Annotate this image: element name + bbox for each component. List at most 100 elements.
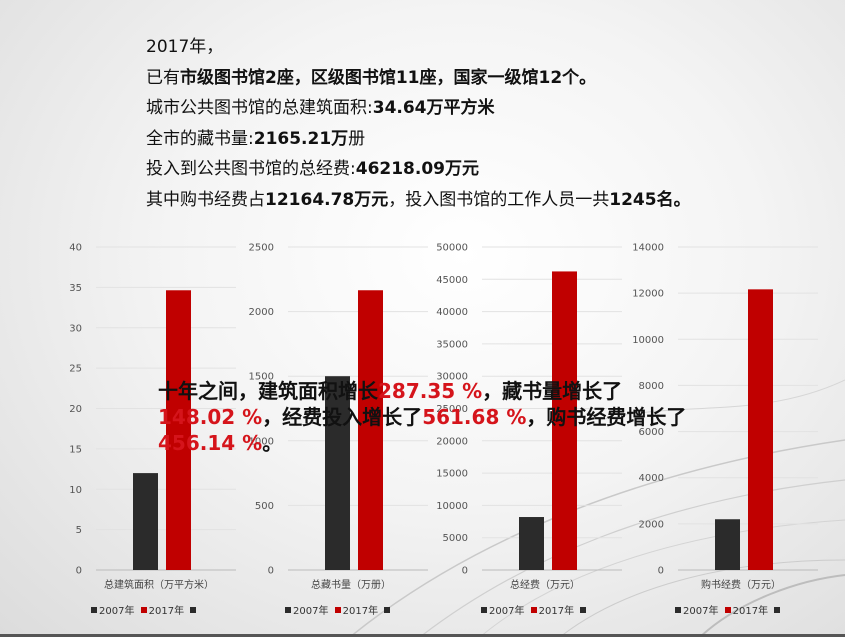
intro-text: 2017年， 已有市级图书馆2座，区级图书馆11座，国家一级馆12个。 城市公共… <box>146 32 691 215</box>
y-tick-label: 10 <box>69 485 82 496</box>
y-tick-label: 8000 <box>639 381 664 392</box>
y-tick-label: 20 <box>69 404 82 415</box>
growth-text: ，购书经费增长了 <box>526 405 687 429</box>
legend-swatch-2017 <box>140 607 147 613</box>
y-tick-label: 1000 <box>249 436 274 447</box>
bar-2007年 <box>133 473 158 570</box>
y-tick-label: 40 <box>69 243 82 254</box>
y-tick-label: 0 <box>462 566 468 577</box>
y-tick-label: 0 <box>268 566 274 577</box>
legend-swatch-2017 <box>530 607 537 613</box>
legend-swatch-end <box>580 607 587 613</box>
intro-line-3: 城市公共图书馆的总建筑面积:34.64万平方米 <box>146 93 691 124</box>
chart-book-collection-legend: 2007年 2017年 <box>282 602 392 617</box>
y-tick-label: 15000 <box>436 469 468 480</box>
y-tick-label: 0 <box>76 566 82 577</box>
y-tick-label: 2000 <box>249 307 274 318</box>
intro-line-6-bold2: 1245名。 <box>609 189 691 210</box>
growth-summary-line-3: 456.14 %。 <box>158 430 698 456</box>
legend-swatch-2007 <box>91 607 97 613</box>
legend-label-2017: 2017年 <box>732 606 769 617</box>
chart-building-area-plot: 0 5 10 15 20 25 30 35 40 总建筑面积（万平方米） <box>69 243 236 591</box>
legend-label-2017: 2017年 <box>148 606 185 617</box>
intro-line-4: 全市的藏书量:2165.21万册 <box>146 124 691 155</box>
growth-summary: 十年之间，建筑面积增长287.35 %，藏书量增长了 148.02 %，经费投入… <box>158 378 698 456</box>
intro-line-6-bold1: 12164.78万元 <box>265 189 389 210</box>
y-tick-label: 4000 <box>639 473 664 484</box>
chart-book-collection: 0 500 1000 1500 2000 2500 总藏书量（万册） 2007年 2017年 <box>249 236 450 626</box>
y-tick-label: 10000 <box>632 335 664 346</box>
bar-2007年 <box>519 517 544 570</box>
intro-line-3-prefix: 城市公共图书馆的总建筑面积: <box>146 98 373 118</box>
y-tick-label: 30 <box>69 323 82 334</box>
y-tick-label: 30000 <box>436 372 468 383</box>
chart-book-purchase-funding: 0 2000 4000 6000 8000 10000 12000 14000 购书经费（万元）… <box>632 236 840 626</box>
chart-book-purchase-funding-plot: 0 2000 4000 6000 8000 10000 12000 14000 购书经费（万元） <box>632 243 818 591</box>
intro-line-4-prefix: 全市的藏书量: <box>146 128 254 149</box>
y-tick-label: 2500 <box>249 243 274 254</box>
intro-line-5: 投入到公共图书馆的总经费:46218.09万元 <box>146 154 691 185</box>
chart-book-purchase-funding-legend: 2007年 2017年 <box>672 602 782 617</box>
growth-summary-line-2: 148.02 %，经费投入增长了561.68 %，购书经费增长了 <box>158 404 698 430</box>
chart-building-area-legend: 2007年 2017年 <box>88 602 198 617</box>
y-tick-label: 45000 <box>436 275 468 286</box>
intro-line-4-bold: 2165.21万 <box>253 128 349 149</box>
y-tick-label: 2000 <box>639 519 664 530</box>
intro-line-6: 其中购书经费占12164.78万元，投入图书馆的工作人员一共1245名。 <box>146 185 691 216</box>
y-tick-label: 40000 <box>436 307 468 318</box>
intro-line-2-bold: 市级图书馆2座，区级图书馆11座，国家一级馆12个。 <box>180 67 597 88</box>
intro-line-5-prefix: 投入到公共图书馆的总经费: <box>146 159 356 179</box>
legend-swatch-2017 <box>724 607 731 613</box>
y-tick-label: 25000 <box>436 404 468 415</box>
growth-text: 。 <box>262 431 283 455</box>
x-category-label: 总建筑面积（万平方米） <box>104 578 214 591</box>
y-tick-label: 25 <box>69 364 82 375</box>
intro-line-6-prefix: 其中购书经费占 <box>146 189 265 210</box>
legend-label-2007: 2007年 <box>99 606 135 617</box>
intro-line-2: 已有市级图书馆2座，区级图书馆11座，国家一级馆12个。 <box>146 63 691 94</box>
y-tick-label: 12000 <box>632 289 664 300</box>
chart-total-funding-plot: 0 5000 10000 15000 20000 25000 30000 35000 40000… <box>436 243 622 591</box>
y-tick-label: 500 <box>255 501 274 512</box>
growth-text: ，藏书量增长了 <box>482 379 623 403</box>
chart-building-area: 0 5 10 15 20 25 30 35 40 总建筑面积（万平方米） 2007年 2017年 <box>58 236 258 626</box>
growth-value-books: 148.02 % <box>158 405 263 429</box>
legend-label-2017: 2017年 <box>538 606 575 617</box>
growth-value-area: 287.35 % <box>378 379 483 403</box>
y-tick-label: 20000 <box>436 436 468 447</box>
intro-line-6-middle: ，投入图书馆的工作人员一共 <box>388 189 610 210</box>
intro-line-5-bold: 46218.09万元 <box>355 159 479 179</box>
x-category-label: 总藏书量（万册） <box>311 578 391 591</box>
growth-summary-line-1: 十年之间，建筑面积增长287.35 %，藏书量增长了 <box>158 378 698 404</box>
bar-2017年 <box>166 290 191 570</box>
legend-swatch-2007 <box>675 607 681 613</box>
y-tick-label: 1500 <box>249 372 274 383</box>
intro-line-3-bold: 34.64万平方米 <box>372 98 495 118</box>
y-tick-label: 0 <box>658 566 664 577</box>
legend-label-2007: 2007年 <box>489 606 525 617</box>
growth-value-funding: 561.68 % <box>422 405 527 429</box>
growth-value-purchase: 456.14 % <box>158 431 263 455</box>
intro-line-1: 2017年， <box>146 37 224 57</box>
intro-line-2-prefix: 已有 <box>146 67 180 88</box>
y-tick-label: 35000 <box>436 339 468 350</box>
chart-total-funding-legend: 2007年 2017年 <box>478 602 588 617</box>
legend-label-2017: 2017年 <box>342 606 379 617</box>
legend-swatch-2007 <box>481 607 487 613</box>
legend-swatch-end <box>190 607 197 613</box>
y-tick-label: 35 <box>69 283 82 294</box>
legend-label-2007: 2007年 <box>683 606 719 617</box>
y-tick-label: 5000 <box>443 533 468 544</box>
bar-2017年 <box>358 290 383 570</box>
y-tick-label: 50000 <box>436 243 468 254</box>
chart-total-funding: 0 5000 10000 15000 20000 25000 30000 35000 40000… <box>436 236 644 626</box>
legend-swatch-2007 <box>285 607 291 613</box>
bar-2017年 <box>552 271 577 570</box>
chart-book-collection-plot: 0 500 1000 1500 2000 2500 总藏书量（万册） <box>249 243 428 591</box>
x-category-label: 购书经费（万元） <box>701 578 781 591</box>
y-tick-label: 14000 <box>632 243 664 254</box>
bottom-bar <box>0 634 845 637</box>
x-category-label: 总经费（万元） <box>510 578 580 591</box>
legend-swatch-end <box>384 607 391 613</box>
